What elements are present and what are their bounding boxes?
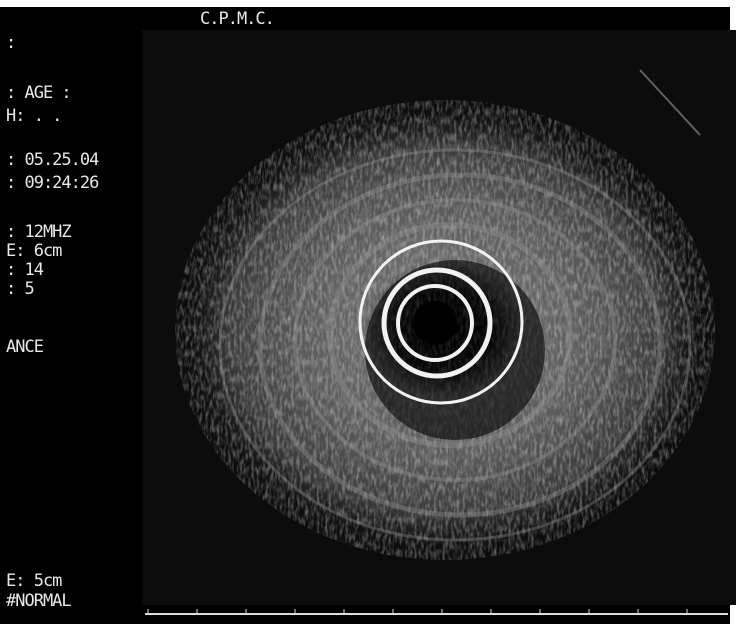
- panel-line: : 14: [6, 260, 44, 280]
- panel-line: : 12MHZ: [6, 222, 71, 242]
- artifact: [639, 69, 701, 136]
- panel-line: E: 6cm: [6, 241, 62, 261]
- panel-line: :: [6, 33, 15, 53]
- lumen: [413, 301, 457, 345]
- tissue-layers: [218, 148, 692, 542]
- panel-line: : 5: [6, 279, 34, 299]
- panel-line: ANCE: [6, 337, 44, 357]
- header-title: C.P.M.C.: [200, 9, 274, 29]
- ultrasound-image: [175, 69, 715, 560]
- panel-line: : AGE :: [6, 83, 71, 103]
- scale-ruler: [145, 609, 728, 615]
- panel-line: : 05.25.04: [6, 150, 99, 170]
- panel-line: H: . .: [6, 106, 61, 126]
- panel-line: : 09:24:26: [6, 173, 99, 193]
- shadow: [365, 260, 545, 440]
- transducer-rings: [358, 239, 524, 405]
- panel-line: E: 5cm: [6, 571, 62, 591]
- left-panel: : : AGE : H: . . : 05.25.04 : 09:24:26 :…: [6, 33, 100, 611]
- panel-line: #NORMAL: [6, 591, 71, 611]
